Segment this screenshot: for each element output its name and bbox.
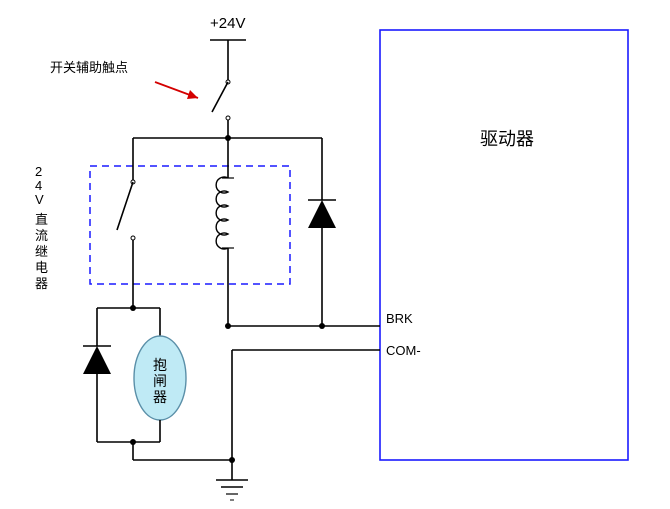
node-brk-diode: [319, 323, 325, 329]
svg-text:器: 器: [35, 276, 48, 291]
driver-label: 驱动器: [480, 129, 534, 149]
brk-label: BRK: [386, 311, 413, 326]
circuit-diagram: 驱动器 +24V 开关辅助触点: [0, 0, 670, 509]
driver-box: [380, 30, 628, 460]
brake-label-1: 抱: [153, 357, 167, 373]
relay-box: [90, 166, 290, 284]
arrow-icon: [155, 82, 198, 99]
brake-label-2: 闸: [153, 373, 167, 389]
relay-coil: [216, 177, 234, 249]
svg-text:流: 流: [35, 228, 48, 243]
brake-label-3: 器: [153, 389, 167, 405]
ground-icon: [216, 460, 248, 500]
diode-top: [308, 200, 336, 244]
svg-text:4: 4: [35, 178, 42, 193]
com-label: COM-: [386, 343, 421, 358]
svg-text:直: 直: [35, 212, 48, 227]
power-label: +24V: [210, 15, 245, 32]
svg-text:2: 2: [35, 164, 42, 179]
svg-text:电: 电: [35, 260, 48, 275]
aux-switch: [212, 70, 230, 138]
diode-bottom: [83, 346, 111, 390]
switch-caption: 开关辅助触点: [50, 60, 128, 75]
relay-contact: [117, 180, 135, 240]
svg-text:继: 继: [35, 244, 48, 259]
svg-text:V: V: [35, 192, 44, 207]
relay-caption: 2 4 V 直 流 继 电 器: [35, 164, 48, 291]
